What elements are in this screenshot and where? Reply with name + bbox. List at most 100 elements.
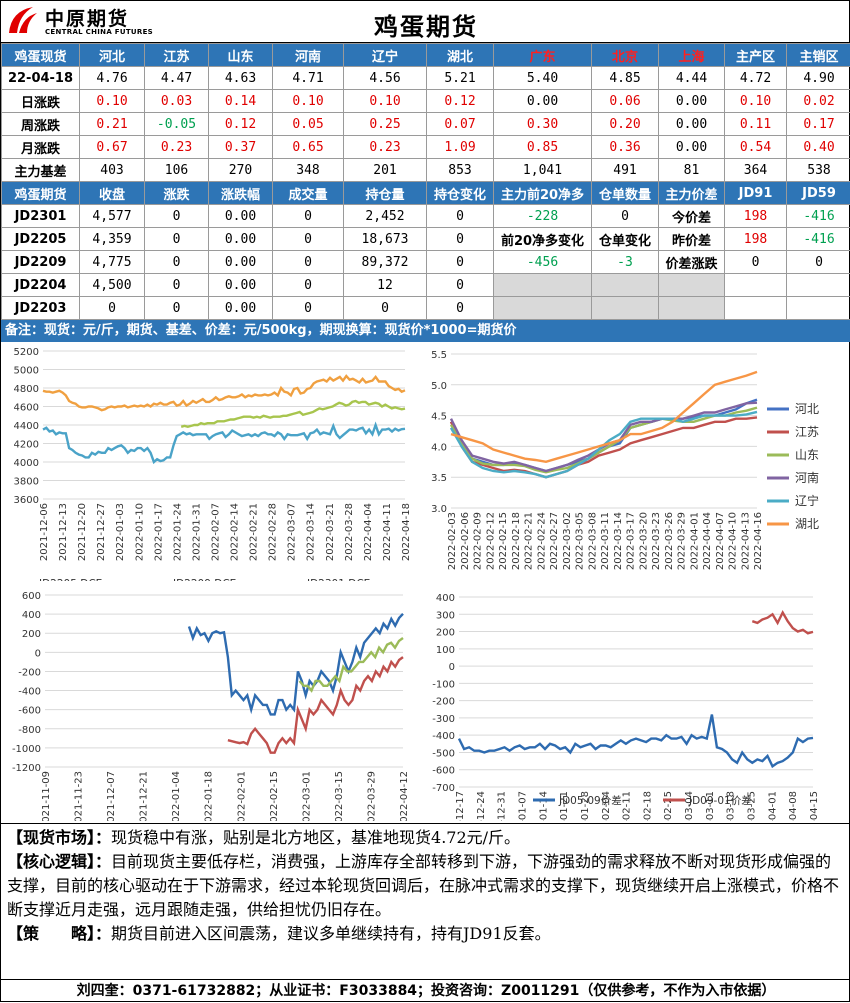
y-tick-label: 4200 bbox=[14, 440, 39, 451]
price-change-pct: 0.00 bbox=[209, 251, 273, 274]
contract-code: JD2204 bbox=[2, 274, 80, 297]
x-tick-label: 2022-01-24 bbox=[172, 503, 183, 561]
net-long-value: -228 bbox=[494, 205, 592, 228]
open-interest: 2,452 bbox=[344, 205, 427, 228]
close-price: 0 bbox=[80, 297, 145, 320]
futures-price-chart: 5200500048004600440042004000380036002021… bbox=[3, 345, 413, 581]
contract-code: JD2301 bbox=[2, 205, 80, 228]
jd59-change: 0 bbox=[787, 251, 850, 274]
x-tick-label: 2022-03-14 bbox=[306, 503, 317, 561]
x-tick-label: 2022-04-18 bbox=[401, 503, 412, 561]
x-tick-label: 2022-02-21 bbox=[249, 503, 260, 561]
y-tick-label: -600 bbox=[432, 766, 455, 777]
empty-cell bbox=[659, 297, 725, 320]
legend-label: 山东 bbox=[795, 448, 819, 462]
spot-cell: 0.11 bbox=[725, 113, 787, 136]
x-tick-label: 2022-03-29 bbox=[677, 512, 688, 570]
spot-cell: 0.05 bbox=[273, 113, 344, 136]
spot-cell: 0.00 bbox=[659, 90, 725, 113]
warrant-change-value: -3 bbox=[592, 251, 659, 274]
y-tick-label: -200 bbox=[18, 667, 41, 678]
spot-cell: 0.54 bbox=[725, 136, 787, 159]
x-tick-label: 2022-04-12 bbox=[399, 771, 410, 821]
spot-cell: 4.72 bbox=[725, 67, 787, 90]
spot-header-cell: 山东 bbox=[209, 44, 273, 67]
spot-cell: 0.40 bbox=[787, 136, 850, 159]
spot-cell: 0.02 bbox=[787, 90, 850, 113]
y-tick-label: 5200 bbox=[14, 347, 39, 358]
x-tick-label: 2021-12-17 bbox=[455, 791, 466, 821]
y-tick-label: 3800 bbox=[14, 477, 39, 488]
spot-cell: 0.00 bbox=[659, 136, 725, 159]
spot-cell: 81 bbox=[659, 159, 725, 182]
x-tick-label: 2022-01-31 bbox=[191, 503, 202, 561]
spot-header-cell: 主销区 bbox=[787, 44, 850, 67]
spot-cell: 4.71 bbox=[273, 67, 344, 90]
series-line bbox=[189, 614, 403, 715]
spot-cell: 0.85 bbox=[494, 136, 592, 159]
y-tick-label: 400 bbox=[22, 610, 41, 621]
empty-cell bbox=[592, 297, 659, 320]
spot-cell: 0.67 bbox=[80, 136, 145, 159]
spot-cell: 0.21 bbox=[80, 113, 145, 136]
y-tick-label: 4000 bbox=[14, 458, 39, 469]
futures-header-cell: 仓单数量 bbox=[592, 182, 659, 205]
price-change-pct: 0.00 bbox=[209, 205, 273, 228]
open-interest: 12 bbox=[344, 274, 427, 297]
price-change: 0 bbox=[145, 274, 209, 297]
x-tick-label: 2022-01-03 bbox=[115, 503, 126, 561]
spot-cell: 0.17 bbox=[787, 113, 850, 136]
y-tick-label: 600 bbox=[22, 591, 41, 602]
series-line bbox=[451, 403, 757, 471]
x-tick-label: 2022-01-18 bbox=[204, 771, 215, 821]
spot-cell: 4.44 bbox=[659, 67, 725, 90]
market-paragraph: 【现货市场】：现货稳中有涨，贴别是北方地区，基准地现货4.72元/斤。 bbox=[7, 826, 845, 850]
price-change: 0 bbox=[145, 251, 209, 274]
spot-cell: 0.10 bbox=[80, 90, 145, 113]
x-tick-label: 2021-12-31 bbox=[497, 791, 508, 821]
spot-cell: 538 bbox=[787, 159, 850, 182]
y-tick-label: 3600 bbox=[14, 495, 39, 506]
futures-header-cell: 持仓变化 bbox=[427, 182, 494, 205]
spot-cell: 1,041 bbox=[494, 159, 592, 182]
spot-header-cell: 上海 bbox=[659, 44, 725, 67]
x-tick-label: 2022-02-18 bbox=[642, 791, 653, 821]
x-tick-label: 2022-03-11 bbox=[600, 512, 611, 570]
y-tick-label: 4400 bbox=[14, 421, 39, 432]
logic-tag: 【核心逻辑】： bbox=[7, 852, 111, 871]
futures-header-cell: 涨跌幅 bbox=[209, 182, 273, 205]
spot-cell: 4.76 bbox=[80, 67, 145, 90]
empty-cell bbox=[787, 297, 850, 320]
x-tick-label: 2022-04-04 bbox=[702, 512, 713, 570]
x-tick-label: 2022-03-17 bbox=[626, 512, 637, 570]
futures-header-cell: JD91 bbox=[725, 182, 787, 205]
x-tick-label: 2022-04-10 bbox=[728, 512, 739, 570]
x-tick-label: 2022-04-07 bbox=[715, 512, 726, 570]
futures-header-cell: 鸡蛋期货 bbox=[2, 182, 80, 205]
x-tick-label: 2022-01-10 bbox=[134, 503, 145, 561]
legend-label: 湖北 bbox=[795, 516, 819, 531]
y-tick-label: 200 bbox=[436, 628, 455, 639]
spot-header-cell: 辽宁 bbox=[344, 44, 427, 67]
x-tick-label: 2022-01-04 bbox=[171, 771, 182, 821]
x-tick-label: 2022-02-21 bbox=[524, 512, 535, 570]
spot-cell: 491 bbox=[592, 159, 659, 182]
spot-cell: 0.10 bbox=[344, 90, 427, 113]
close-price: 4,500 bbox=[80, 274, 145, 297]
spot-cell: -0.05 bbox=[145, 113, 209, 136]
empty-cell bbox=[494, 274, 592, 297]
legend-label: JD05-09价差 bbox=[558, 794, 622, 807]
footer-contact: 刘四奎：0371-61732882；从业证书：F3033884；投资咨询：Z00… bbox=[1, 979, 850, 1003]
spot-header-cell: 湖北 bbox=[427, 44, 494, 67]
spot-cell: 0.03 bbox=[145, 90, 209, 113]
x-tick-label: 2022-02-28 bbox=[268, 503, 279, 561]
open-interest: 89,372 bbox=[344, 251, 427, 274]
futures-header-cell: 主力价差 bbox=[659, 182, 725, 205]
spot-cell: 4.56 bbox=[344, 67, 427, 90]
strategy-tag: 【策 略】： bbox=[7, 924, 111, 943]
y-tick-label: -1000 bbox=[12, 744, 41, 755]
spot-cell: 4.90 bbox=[787, 67, 850, 90]
